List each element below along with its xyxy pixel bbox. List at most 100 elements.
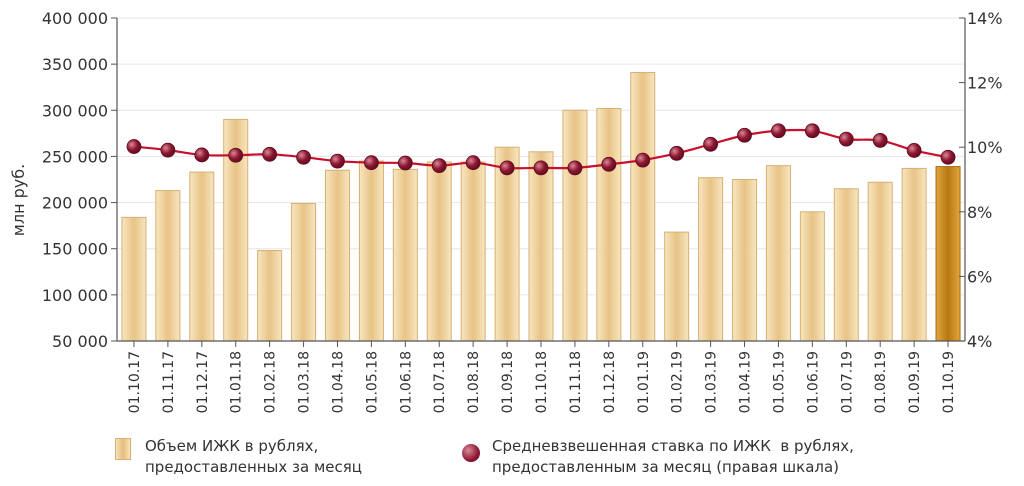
rate-point (228, 147, 244, 163)
bar (460, 161, 486, 342)
y-left-tick-label: 350 000 (42, 55, 108, 74)
y-left-tick-label: 50 000 (52, 332, 108, 351)
legend-line-swatch (462, 444, 480, 462)
rate-point (160, 142, 176, 158)
x-tick-label: 01.09.18 (500, 351, 516, 413)
bar (596, 107, 622, 342)
rate-point (601, 156, 617, 172)
y-left-tick-label: 250 000 (42, 147, 108, 166)
rate-point (126, 139, 142, 154)
rate-point (804, 123, 820, 139)
bar (765, 165, 791, 342)
x-tick-label: 01.06.19 (805, 351, 821, 413)
x-tick-label: 01.03.18 (297, 351, 313, 413)
legend-line: Средневзвешенная ставка по ИЖК в рублях,… (462, 436, 982, 482)
bar (833, 188, 859, 342)
y-left-ticks: 400 000 350 000 300 000 250 000 200 000 150 0… (42, 9, 108, 351)
bar (324, 169, 350, 342)
rate-point (397, 155, 413, 171)
x-tick-label: 01.11.18 (568, 351, 584, 413)
x-tick-label: 01.01.19 (636, 351, 652, 413)
bar (664, 231, 690, 342)
x-ticks: 01.10.17 01.11.17 01.12.17 01.01.18 01.02.18… (127, 351, 957, 413)
y-left-tick-label: 150 000 (42, 240, 108, 259)
legend-bar-label-line2: предоставленных за месяц (145, 458, 363, 476)
y-left-tick-label: 300 000 (42, 101, 108, 120)
bar (121, 216, 147, 342)
rate-point (635, 152, 651, 168)
bar (392, 168, 418, 342)
x-tick-label: 01.04.18 (330, 351, 346, 413)
x-tick-label: 01.07.18 (432, 351, 448, 413)
rate-point (194, 147, 210, 163)
x-tick-label: 01.12.17 (195, 351, 211, 413)
y-right-tick-label: 6% (967, 267, 992, 286)
y-left-tick-label: 100 000 (42, 286, 108, 305)
rate-point (431, 158, 447, 174)
bar (630, 71, 656, 342)
legend-line-label-line1: Средневзвешенная ставка по ИЖК в рублях, (492, 437, 854, 455)
rate-point (669, 145, 685, 161)
x-tick-label: 01.06.18 (398, 351, 414, 413)
rate-point (363, 155, 379, 171)
bar (867, 181, 893, 342)
x-tick-label: 01.05.18 (364, 351, 380, 413)
rate-point (872, 133, 888, 148)
rate-point (838, 131, 854, 147)
rate-point (499, 160, 515, 176)
legend-bar-swatch (115, 438, 131, 460)
y-right-tick-label: 12% (967, 74, 1003, 93)
y-right-tick-label: 8% (967, 203, 992, 222)
rate-point (906, 143, 922, 158)
x-tick-label: 01.07.19 (839, 351, 855, 413)
rate-point (533, 160, 549, 176)
x-tick-label: 01.08.18 (466, 351, 482, 413)
rate-point (737, 127, 752, 143)
y-left-tick-label: 200 000 (42, 194, 108, 213)
bar (935, 166, 961, 342)
bar (291, 202, 317, 342)
x-tick-label: 01.10.19 (941, 351, 957, 413)
legend-bar-label: Объем ИЖК в рублях, предоставленных за м… (145, 436, 362, 478)
bar (698, 177, 724, 342)
x-tick-label: 01.03.19 (704, 351, 720, 413)
bar (901, 167, 927, 342)
bar (155, 190, 181, 342)
x-tick-label: 01.01.18 (229, 351, 245, 413)
x-tick-label: 01.11.17 (161, 351, 177, 413)
axes (111, 17, 966, 347)
y-left-tick-label: 400 000 (42, 9, 108, 28)
rate-point (771, 123, 786, 139)
x-tick-label: 01.08.19 (873, 351, 889, 413)
legend-line-label: Средневзвешенная ставка по ИЖК в рублях,… (492, 436, 854, 478)
rate-point (296, 149, 311, 165)
x-tick-label: 01.02.19 (670, 351, 686, 413)
x-tick-label: 01.05.19 (771, 351, 787, 413)
rate-point (262, 146, 278, 162)
bar (528, 151, 554, 342)
x-tick-label: 01.04.19 (738, 351, 754, 413)
rate-point (940, 149, 956, 165)
bar (426, 161, 452, 342)
line-series (126, 123, 956, 176)
x-tick-label: 01.10.17 (127, 351, 143, 413)
legend-bar-label-line1: Объем ИЖК в рублях, (145, 437, 319, 455)
rate-point (465, 155, 481, 171)
bar (732, 179, 758, 342)
bar (494, 146, 520, 342)
y-right-ticks: 14% 12% 10% 8% 6% 4% (967, 9, 1003, 351)
x-tick-label: 01.12.18 (602, 351, 618, 413)
rate-point (330, 153, 345, 169)
bar (189, 171, 215, 342)
bar (562, 109, 588, 342)
bar (799, 211, 825, 342)
legend-line-label-line2: предоставленным за месяц (правая шкала) (492, 458, 840, 476)
bar (358, 160, 384, 342)
rate-point (703, 136, 718, 152)
x-tick-label: 01.10.18 (534, 351, 550, 413)
bar (257, 250, 283, 342)
y-right-tick-label: 4% (967, 332, 992, 351)
y-right-tick-label: 10% (967, 138, 1003, 157)
x-tick-label: 01.09.19 (907, 351, 923, 413)
